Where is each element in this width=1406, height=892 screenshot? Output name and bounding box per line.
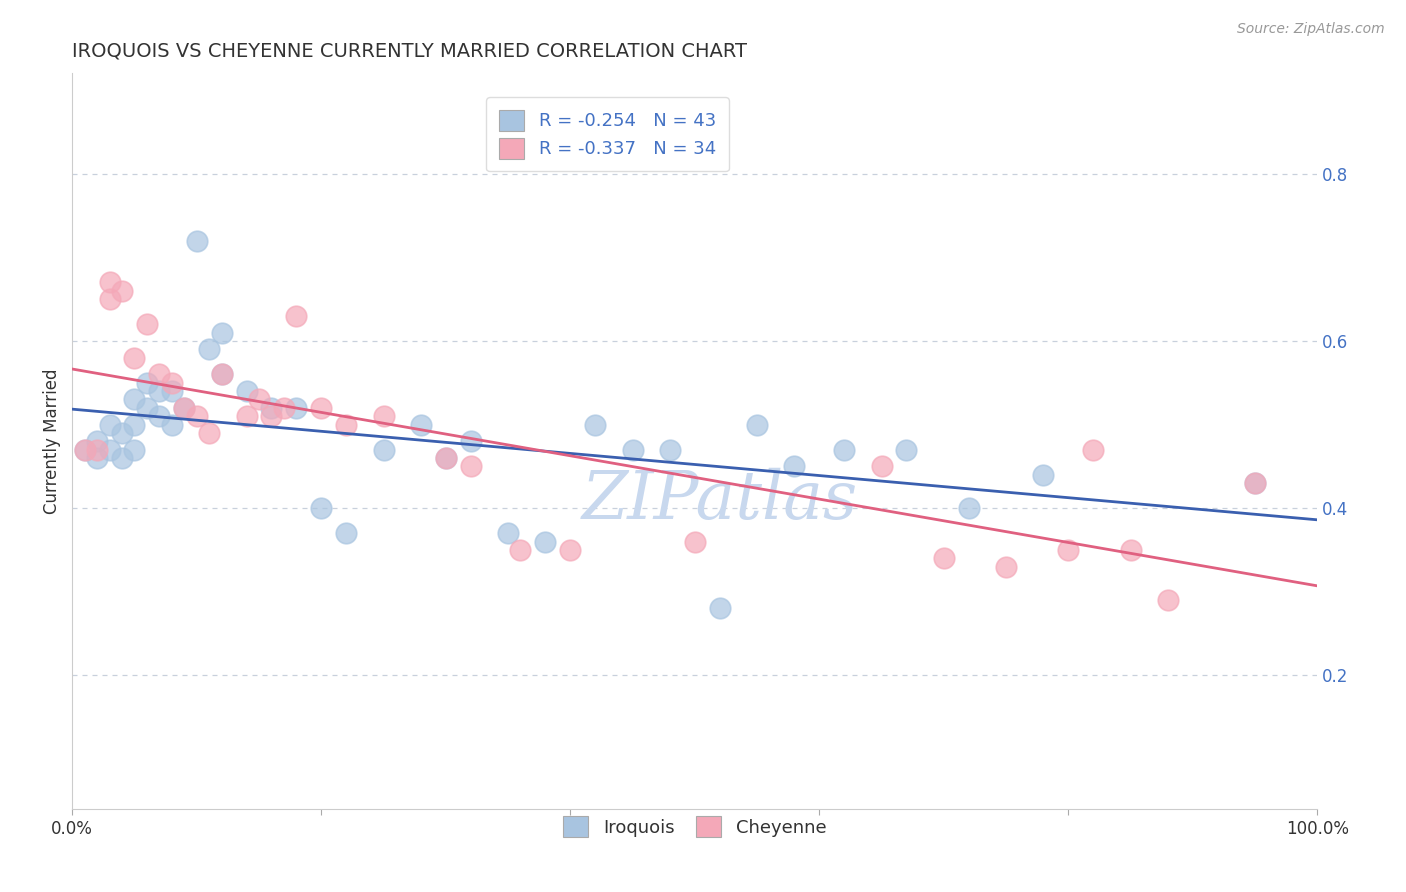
Point bbox=[148, 368, 170, 382]
Point bbox=[285, 309, 308, 323]
Point bbox=[1032, 467, 1054, 482]
Point bbox=[98, 442, 121, 457]
Point bbox=[583, 417, 606, 432]
Point bbox=[173, 401, 195, 415]
Point bbox=[148, 384, 170, 398]
Point bbox=[160, 417, 183, 432]
Point bbox=[160, 376, 183, 390]
Point bbox=[98, 417, 121, 432]
Point bbox=[957, 501, 980, 516]
Point bbox=[560, 543, 582, 558]
Point bbox=[235, 409, 257, 424]
Point bbox=[124, 392, 146, 407]
Point bbox=[98, 276, 121, 290]
Point bbox=[86, 450, 108, 465]
Point bbox=[373, 409, 395, 424]
Point bbox=[86, 442, 108, 457]
Point bbox=[1244, 476, 1267, 491]
Point bbox=[198, 343, 221, 357]
Point bbox=[124, 351, 146, 365]
Point bbox=[335, 417, 357, 432]
Point bbox=[1083, 442, 1105, 457]
Point bbox=[136, 317, 159, 331]
Point bbox=[335, 526, 357, 541]
Point bbox=[460, 459, 482, 474]
Point bbox=[260, 401, 283, 415]
Point bbox=[832, 442, 855, 457]
Point bbox=[309, 401, 332, 415]
Point bbox=[434, 450, 457, 465]
Point bbox=[173, 401, 195, 415]
Point bbox=[124, 417, 146, 432]
Point bbox=[995, 559, 1018, 574]
Point bbox=[73, 442, 96, 457]
Point bbox=[198, 425, 221, 440]
Point bbox=[111, 284, 134, 298]
Text: ZIPatlas: ZIPatlas bbox=[582, 467, 858, 533]
Point bbox=[1157, 593, 1180, 607]
Point bbox=[409, 417, 432, 432]
Point bbox=[460, 434, 482, 449]
Point bbox=[896, 442, 918, 457]
Point bbox=[136, 401, 159, 415]
Y-axis label: Currently Married: Currently Married bbox=[44, 368, 60, 514]
Point bbox=[658, 442, 681, 457]
Point bbox=[111, 450, 134, 465]
Point bbox=[496, 526, 519, 541]
Point bbox=[621, 442, 644, 457]
Point bbox=[186, 234, 208, 248]
Point bbox=[870, 459, 893, 474]
Point bbox=[148, 409, 170, 424]
Point bbox=[111, 425, 134, 440]
Point bbox=[285, 401, 308, 415]
Text: IROQUOIS VS CHEYENNE CURRENTLY MARRIED CORRELATION CHART: IROQUOIS VS CHEYENNE CURRENTLY MARRIED C… bbox=[72, 42, 747, 61]
Point bbox=[98, 292, 121, 306]
Point bbox=[124, 442, 146, 457]
Point bbox=[373, 442, 395, 457]
Point bbox=[247, 392, 270, 407]
Point bbox=[1057, 543, 1080, 558]
Point bbox=[86, 434, 108, 449]
Point bbox=[160, 384, 183, 398]
Point bbox=[211, 368, 233, 382]
Point bbox=[434, 450, 457, 465]
Point bbox=[260, 409, 283, 424]
Point bbox=[73, 442, 96, 457]
Text: Source: ZipAtlas.com: Source: ZipAtlas.com bbox=[1237, 22, 1385, 37]
Point bbox=[932, 551, 955, 566]
Point bbox=[136, 376, 159, 390]
Point bbox=[534, 534, 557, 549]
Point bbox=[211, 368, 233, 382]
Point bbox=[509, 543, 531, 558]
Point bbox=[1119, 543, 1142, 558]
Point bbox=[211, 326, 233, 340]
Point bbox=[309, 501, 332, 516]
Point bbox=[186, 409, 208, 424]
Point bbox=[1244, 476, 1267, 491]
Point bbox=[745, 417, 768, 432]
Legend: Iroquois, Cheyenne: Iroquois, Cheyenne bbox=[555, 809, 834, 844]
Point bbox=[273, 401, 295, 415]
Point bbox=[709, 601, 731, 615]
Point bbox=[235, 384, 257, 398]
Point bbox=[683, 534, 706, 549]
Point bbox=[783, 459, 806, 474]
